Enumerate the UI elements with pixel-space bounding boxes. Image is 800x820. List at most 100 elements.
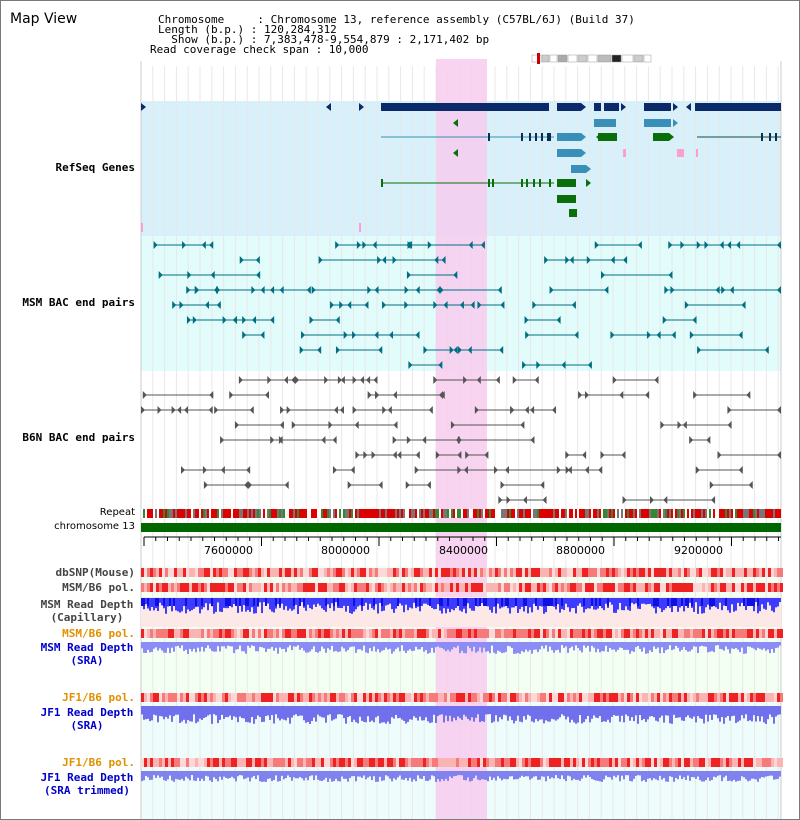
polymorphism-mark — [210, 693, 213, 702]
read-depth-bar — [199, 706, 201, 719]
read-depth-bar — [395, 598, 397, 609]
polymorphism-mark — [144, 758, 147, 767]
polymorphism-mark — [165, 758, 168, 767]
read-depth-bar — [447, 598, 449, 606]
repeat-mark — [679, 509, 681, 518]
read-depth-bar — [535, 706, 537, 719]
read-depth-bar — [463, 706, 465, 715]
polymorphism-mark — [540, 693, 543, 702]
read-depth-bar — [331, 598, 333, 604]
track-label-b6n-bac[interactable]: B6N BAC end pairs — [22, 431, 135, 444]
read-depth-bar — [629, 706, 631, 721]
read-depth-bar — [765, 642, 767, 651]
polymorphism-mark — [201, 568, 204, 577]
read-depth-bar — [577, 642, 579, 649]
read-depth-bar — [153, 598, 155, 611]
chromosome-ideogram-band — [577, 54, 588, 63]
read-depth-bar — [461, 771, 463, 776]
polymorphism-mark — [504, 693, 507, 702]
read-depth-bar — [769, 771, 771, 776]
bac-end-marker — [179, 301, 184, 309]
read-depth-bar — [435, 771, 437, 782]
read-depth-bar — [533, 771, 535, 777]
polymorphism-mark — [687, 583, 690, 592]
polymorphism-mark — [561, 568, 564, 577]
polymorphism-mark — [603, 629, 606, 638]
read-depth-bar — [177, 771, 179, 780]
polymorphism-mark — [192, 758, 195, 767]
polymorphism-mark — [216, 758, 219, 767]
gene-arrow — [594, 103, 599, 111]
read-depth-bar — [461, 706, 463, 720]
polymorphism-mark — [768, 693, 771, 702]
polymorphism-mark — [309, 568, 312, 577]
repeat-mark — [361, 509, 363, 518]
repeat-mark — [357, 509, 359, 518]
read-depth-bar — [159, 598, 161, 603]
repeat-mark — [355, 509, 357, 518]
polymorphism-mark — [693, 693, 696, 702]
polymorphism-mark — [150, 583, 153, 592]
repeat-mark — [759, 509, 761, 518]
read-depth-bar — [167, 771, 169, 780]
polymorphism-mark — [561, 629, 564, 638]
polymorphism-mark — [678, 583, 681, 592]
gene-feature — [557, 149, 581, 157]
polymorphism-mark — [429, 758, 432, 767]
polymorphism-mark — [582, 583, 585, 592]
read-depth-bar — [411, 598, 413, 609]
polymorphism-mark — [375, 693, 378, 702]
read-depth-bar — [323, 642, 325, 649]
read-depth-bar — [341, 771, 343, 777]
repeat-mark — [329, 509, 331, 518]
page-title: Map View — [10, 11, 78, 27]
polymorphism-mark — [417, 758, 420, 767]
read-depth-bar — [569, 771, 571, 777]
read-depth-bar — [233, 642, 235, 654]
track-label-refseq[interactable]: RefSeq Genes — [55, 161, 135, 174]
bac-end-marker — [600, 271, 605, 279]
read-depth-bar — [449, 706, 451, 716]
polymorphism-mark — [423, 758, 426, 767]
read-depth-bar — [713, 598, 715, 606]
polymorphism-mark — [615, 568, 618, 577]
bac-end-marker — [645, 391, 650, 399]
polymorphism-mark — [276, 629, 279, 638]
bac-end-marker — [455, 436, 460, 444]
repeat-mark — [529, 509, 531, 518]
read-depth-bar — [715, 771, 717, 778]
read-depth-bar — [443, 642, 445, 650]
read-depth-bar — [235, 598, 237, 606]
polymorphism-mark — [705, 629, 708, 638]
polymorphism-mark — [381, 693, 384, 702]
bac-end-marker — [582, 451, 587, 459]
read-depth-bar — [145, 598, 147, 605]
read-depth-bar — [651, 706, 653, 717]
read-depth-bar — [263, 706, 265, 722]
polymorphism-mark — [306, 758, 309, 767]
read-depth-bar — [395, 771, 397, 780]
polymorphism-mark — [240, 758, 243, 767]
bac-end-marker — [729, 286, 734, 294]
repeat-mark — [221, 509, 223, 518]
read-depth-bar — [283, 642, 285, 649]
read-depth-bar — [779, 598, 781, 603]
read-depth-bar — [761, 771, 763, 778]
read-depth-bar — [451, 771, 453, 779]
bac-end-marker — [280, 406, 285, 414]
repeat-mark — [473, 509, 475, 518]
polymorphism-mark — [243, 629, 246, 638]
polymorphism-mark — [384, 568, 387, 577]
track-label-msm-bac[interactable]: MSM BAC end pairs — [22, 296, 135, 309]
read-depth-bar — [431, 771, 433, 776]
read-depth-bar — [453, 642, 455, 648]
read-depth-bar — [377, 598, 379, 614]
repeat-mark — [245, 509, 247, 518]
read-depth-bar — [673, 598, 675, 606]
polymorphism-mark — [534, 568, 537, 577]
bac-end-marker — [689, 436, 694, 444]
read-depth-bar — [645, 771, 647, 782]
polymorphism-mark — [168, 629, 171, 638]
polymorphism-mark — [606, 758, 609, 767]
